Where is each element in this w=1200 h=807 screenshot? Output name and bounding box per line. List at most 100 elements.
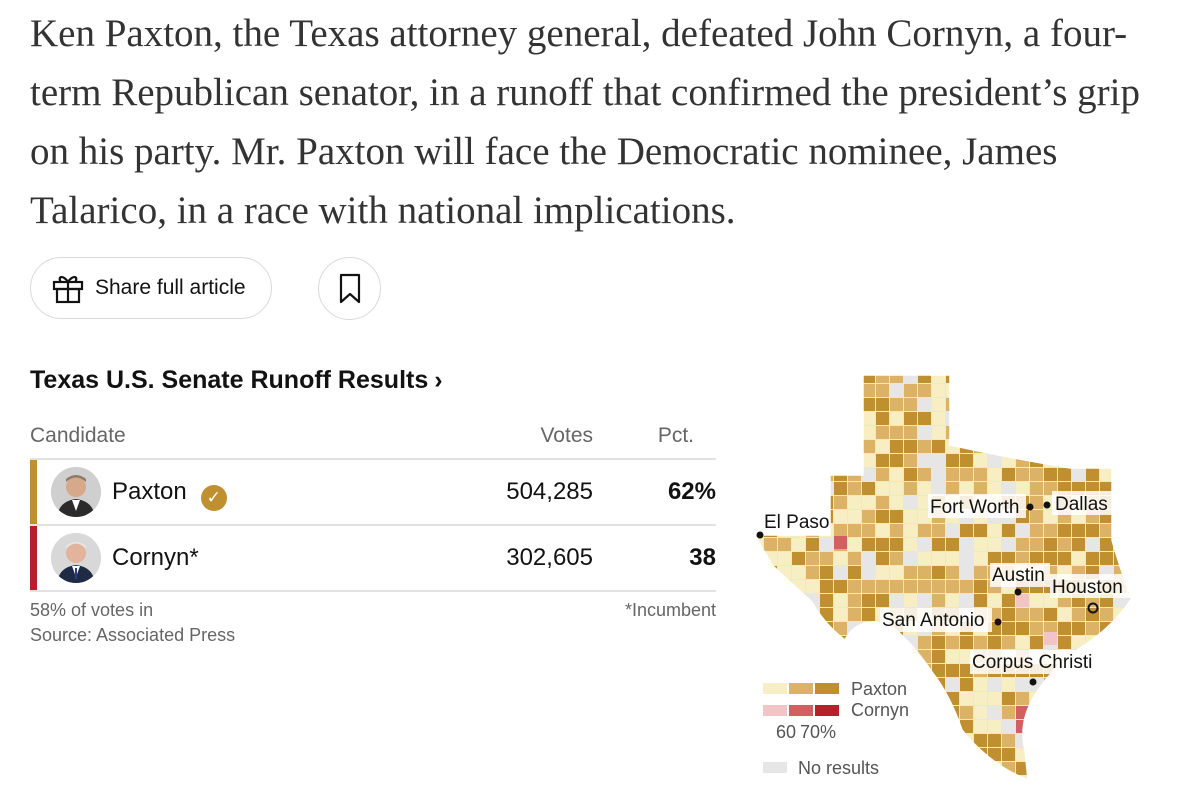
county-cell [960, 468, 973, 481]
county-cell [1002, 552, 1015, 565]
county-cell [755, 636, 763, 649]
county-cell [974, 692, 987, 705]
county-cell [946, 580, 959, 593]
county-cell [1128, 468, 1132, 481]
county-cell [946, 650, 959, 663]
county-cell [1142, 762, 1155, 775]
county-cell [820, 580, 833, 593]
county-cell [1128, 664, 1132, 677]
county-cell [848, 734, 861, 747]
county-cell [974, 538, 987, 551]
county-cell [1142, 566, 1155, 579]
county-cell [1100, 454, 1113, 467]
county-cell [876, 720, 889, 733]
county-cell [988, 538, 1001, 551]
county-cell [1114, 412, 1127, 425]
county-cell [1100, 636, 1113, 649]
county-cell [778, 552, 791, 565]
county-cell [1100, 538, 1113, 551]
table-row: Paxton ✓ 504,285 62% [30, 460, 716, 526]
county-cell [946, 468, 959, 481]
county-cell [1044, 524, 1057, 537]
county-cell [764, 594, 777, 607]
county-cell [960, 720, 973, 733]
county-cell [1142, 538, 1155, 551]
county-cell [918, 552, 931, 565]
county-cell [862, 734, 875, 747]
county-cell [904, 762, 917, 775]
county-cell [1100, 384, 1113, 397]
county-cell [792, 426, 805, 439]
county-cell [1086, 538, 1099, 551]
save-article-button[interactable] [318, 257, 381, 320]
county-cell [918, 734, 931, 747]
county-cell [792, 636, 805, 649]
county-cell [1072, 762, 1085, 775]
county-cell [988, 398, 1001, 411]
county-cell [932, 398, 945, 411]
county-cell [1030, 426, 1043, 439]
county-cell [904, 412, 917, 425]
county-cell [1058, 398, 1071, 411]
county-cell [1044, 622, 1057, 635]
results-title-link[interactable]: Texas U.S. Senate Runoff Results › [30, 366, 443, 395]
county-cell [1114, 706, 1127, 719]
share-article-button[interactable]: Share full article [30, 257, 272, 319]
legend-no-results: No results [798, 758, 879, 778]
county-cell [918, 440, 931, 453]
county-cell [1016, 762, 1029, 775]
county-cell [932, 454, 945, 467]
county-cell [1058, 538, 1071, 551]
county-cell [862, 454, 875, 467]
county-cell [988, 440, 1001, 453]
county-cell [862, 538, 875, 551]
county-cell [862, 412, 875, 425]
share-article-label: Share full article [95, 276, 246, 299]
county-cell [820, 384, 833, 397]
county-cell [960, 580, 973, 593]
county-cell [806, 622, 819, 635]
county-cell [974, 412, 987, 425]
county-cell [1114, 720, 1127, 733]
county-cell [834, 566, 847, 579]
county-cell [876, 580, 889, 593]
county-cell [792, 594, 805, 607]
county-cell [946, 734, 959, 747]
county-cell [792, 375, 805, 383]
county-cell [1100, 552, 1113, 565]
county-cell [946, 524, 959, 537]
county-cell [918, 375, 931, 383]
county-cell [755, 566, 763, 579]
county-cell [890, 650, 903, 663]
county-cell [932, 566, 945, 579]
county-cell [1114, 776, 1127, 780]
county-cell [1072, 776, 1085, 780]
county-cell [862, 636, 875, 649]
county-cell [848, 510, 861, 523]
county-cell [1114, 678, 1127, 691]
county-cell [862, 664, 875, 677]
county-cell [820, 636, 833, 649]
county-cell [946, 375, 959, 383]
county-cell [792, 454, 805, 467]
county-cell [834, 375, 847, 383]
county-cell [1072, 678, 1085, 691]
county-cell [755, 398, 763, 411]
candidate-pct: 38 [689, 544, 716, 571]
county-cell [1002, 734, 1015, 747]
county-cell [764, 384, 777, 397]
county-cell [1044, 608, 1057, 621]
county-cell [1128, 510, 1132, 523]
county-cell [1030, 622, 1043, 635]
county-cell [1086, 720, 1099, 733]
county-cell [806, 426, 819, 439]
county-cell [932, 375, 945, 383]
county-cell [806, 440, 819, 453]
county-cell [848, 524, 861, 537]
county-cell [1114, 510, 1127, 523]
county-cell [1044, 748, 1057, 761]
county-cell [932, 580, 945, 593]
county-cell [1002, 720, 1015, 733]
county-cell [946, 594, 959, 607]
county-cell [764, 776, 777, 780]
